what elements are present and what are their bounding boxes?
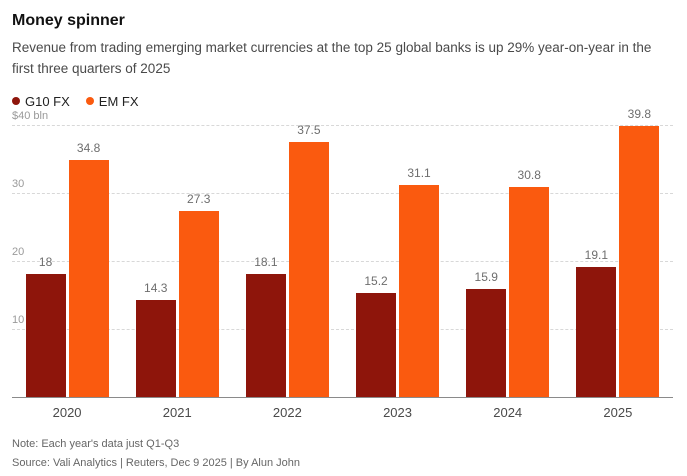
bar-value-label: 37.5 <box>297 122 321 137</box>
legend-label-em-fx: EM FX <box>98 93 139 109</box>
page-title: Money spinner <box>12 12 125 29</box>
gridline-20: 20 <box>12 246 673 262</box>
bar-group-2020: 18 34.8 <box>25 125 109 397</box>
x-axis-label-2024: 2024 <box>493 404 523 420</box>
bar-chart: $40 bln 30 20 10 18 34.8 14.3 27.3 18.1 37.5 15.2 3… <box>12 107 673 420</box>
bar-value-label: 30.8 <box>517 168 541 183</box>
bar-g10-fx-2021: 14.3 <box>135 281 176 397</box>
legend-item-g10-fx: G10 FX <box>12 94 70 109</box>
legend: G10 FX EM FX <box>12 94 675 109</box>
bar-g10-fx-2022: 18.1 <box>245 255 286 397</box>
bar-em-fx-2022: 37.5 <box>288 123 329 397</box>
bars-container: 18 34.8 14.3 27.3 18.1 37.5 15.2 31.1 15.9 30.8 19… <box>12 107 673 397</box>
legend-dot-em-fx <box>85 97 94 106</box>
chart-footer: Note: Each year's data just Q1-Q3 Source… <box>12 438 675 469</box>
gridline-30: 30 <box>12 178 673 194</box>
y-tick-label-40: $40 bln <box>12 109 49 122</box>
legend-label-g10-fx: G10 FX <box>25 93 70 109</box>
x-axis-label-2020: 2020 <box>52 404 82 420</box>
bar-g10-fx-2024: 15.9 <box>466 270 507 397</box>
bar-em-fx-2021: 27.3 <box>178 192 219 397</box>
bar-g10-fx-2020: 18 <box>25 255 66 397</box>
bar-value-label: 39.8 <box>627 107 652 122</box>
bar-em-fx-2020: 34.8 <box>68 141 109 397</box>
bar-value-label: 14.3 <box>144 280 168 295</box>
y-tick-label-20: 20 <box>12 245 25 258</box>
note-text: Note: Each year's data just Q1-Q3 <box>12 437 180 450</box>
x-axis-label-2023: 2023 <box>383 404 412 420</box>
legend-item-em-fx: EM FX <box>85 93 139 109</box>
chart-subtitle: Revenue from trading emerging market cur… <box>12 40 652 76</box>
bar-value-label: 18 <box>38 255 53 270</box>
bar-em-fx-2023: 31.1 <box>399 166 440 397</box>
bar-group-2025: 19.1 39.8 <box>576 107 660 397</box>
plot-area: $40 bln 30 20 10 18 34.8 14.3 27.3 18.1 37.5 15.2 3… <box>12 107 673 398</box>
source-text: Source: Vali Analytics | Reuters, Dec 9 … <box>12 456 300 469</box>
gridline-10: 10 <box>12 314 673 330</box>
bar-value-label: 15.9 <box>474 269 498 284</box>
x-axis-label-2021: 2021 <box>162 404 192 420</box>
bar-value-label: 27.3 <box>187 192 211 207</box>
legend-dot-g10-fx <box>12 97 20 106</box>
bar-g10-fx-2023: 15.2 <box>356 274 397 397</box>
bar-em-fx-2024: 30.8 <box>509 168 550 397</box>
bar-value-label: 15.2 <box>364 274 388 289</box>
bar-group-2021: 14.3 27.3 <box>135 125 219 397</box>
y-tick-label-10: 10 <box>12 313 25 326</box>
bar-em-fx-2025: 39.8 <box>619 107 660 397</box>
bar-value-label: 34.8 <box>76 141 101 156</box>
bar-g10-fx-2025: 19.1 <box>576 248 617 397</box>
bar-value-label: 18.1 <box>254 254 278 269</box>
bar-value-label: 19.1 <box>584 247 609 262</box>
x-axis-labels: 2020 2021 2022 2023 2024 2025 <box>12 405 673 420</box>
y-tick-label-30: 30 <box>12 177 25 190</box>
bar-group-2024: 15.9 30.8 <box>466 125 550 397</box>
bar-value-label: 31.1 <box>407 166 431 181</box>
gridline-40: $40 bln <box>12 110 673 126</box>
bar-group-2023: 15.2 31.1 <box>356 125 440 397</box>
bar-group-2022: 18.1 37.5 <box>245 123 329 397</box>
x-axis-label-2025: 2025 <box>603 404 633 420</box>
x-axis-label-2022: 2022 <box>272 404 302 420</box>
